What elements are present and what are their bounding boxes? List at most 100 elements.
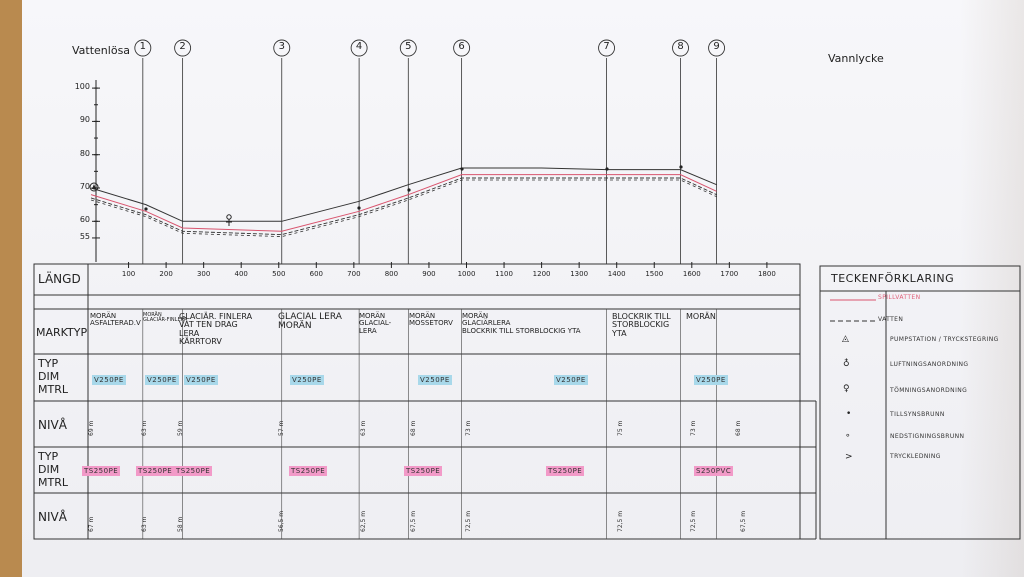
x-tick-label: 500 bbox=[272, 270, 286, 278]
ground-type-text: GLACIÄR-FINLERA bbox=[143, 317, 188, 324]
row-label-material: MTRL bbox=[38, 476, 68, 489]
water-pipe-label: V250PE bbox=[290, 375, 324, 385]
ground-type-text: ASFALTERAD.V bbox=[90, 319, 141, 328]
marker-number: 7 bbox=[603, 41, 610, 52]
x-axis-ticks bbox=[128, 262, 768, 268]
ground-type-cell: GLACIAL LERA MORÄN bbox=[278, 312, 342, 332]
marker-circle bbox=[453, 39, 471, 57]
legend-item-label: TÖMNINGSANORDNING bbox=[890, 387, 968, 394]
sewer-pipe-label: S250PVC bbox=[694, 466, 734, 476]
water-pipe-label: V250PE bbox=[145, 375, 179, 385]
x-tick-label: 600 bbox=[309, 270, 323, 278]
ground-type-text: MORÄN bbox=[278, 321, 312, 332]
inspection-well-dot bbox=[357, 206, 361, 210]
y-tick-label: 70 bbox=[79, 182, 90, 191]
ground-type-text: GLACIAL LERA bbox=[278, 312, 342, 322]
legend-item-label: NEDSTIGNINGSBRUNN bbox=[890, 433, 965, 440]
legend-box bbox=[819, 265, 1021, 540]
water-level-value: 57 m bbox=[278, 420, 285, 436]
right-place-label: Vannlycke bbox=[828, 52, 884, 65]
sewer-level-value: 72,5 m bbox=[690, 510, 697, 532]
row-label-type: TYP bbox=[38, 357, 59, 370]
sewer-level-value: 63 m bbox=[141, 516, 148, 532]
legend-item-label: TILLSYNSBRUNN bbox=[890, 411, 945, 418]
x-tick-label: 800 bbox=[384, 270, 399, 278]
ground-type-cell: MORÄN GLACIAL- LERA bbox=[359, 312, 391, 335]
ground-type-cell: MORÄN MOSSETORV bbox=[409, 312, 453, 328]
sewer-pipe-label: TS250PE bbox=[174, 466, 213, 476]
x-tick-label: 1100 bbox=[495, 270, 513, 278]
x-tick-label: 1600 bbox=[682, 270, 701, 278]
ground-type-cell: BLOCKRIK TILL STORBLOCKIG YTA bbox=[612, 312, 671, 338]
sewer-level-value: 56,5 m bbox=[278, 510, 285, 532]
x-tick-label: 1800 bbox=[757, 270, 776, 278]
legend-item-label: VATTEN bbox=[878, 316, 904, 323]
marker-circle bbox=[598, 39, 616, 57]
ground-surface-line bbox=[90, 167, 717, 222]
column-dividers bbox=[142, 309, 717, 539]
sewer-pipe-label: TS250PE bbox=[136, 466, 175, 476]
x-tick-label: 1500 bbox=[645, 270, 664, 278]
ground-type-text: MORÄN bbox=[143, 312, 162, 318]
x-tick-label: 200 bbox=[159, 270, 173, 278]
row-label-type: TYP bbox=[38, 450, 59, 463]
y-tick-label: 55 bbox=[79, 231, 90, 241]
water-level-value: 63 m bbox=[141, 420, 148, 436]
sewer-pipe-label: TS250PE bbox=[289, 466, 328, 476]
inspection-well-dot bbox=[460, 167, 464, 171]
ground-type-text: MORÄN bbox=[90, 312, 117, 320]
row-label-material: MTRL bbox=[38, 383, 68, 396]
sewer-pipe-line bbox=[90, 174, 717, 232]
drain-valve-icon bbox=[226, 214, 232, 220]
y-tick-label: 90 bbox=[79, 115, 90, 125]
water-level-value: 73 m bbox=[690, 420, 697, 436]
marker-number: 1 bbox=[139, 41, 146, 52]
ground-type-text: MORÄN bbox=[409, 312, 436, 320]
sewer-level-value: 58 m bbox=[177, 516, 184, 532]
inspection-well-icon: • bbox=[846, 409, 852, 419]
x-tick-label: 1000 bbox=[457, 270, 476, 278]
marker-number: 4 bbox=[355, 41, 363, 52]
x-tick-label: 900 bbox=[422, 270, 436, 278]
marker-circle bbox=[708, 39, 726, 57]
sewer-pipe-label: TS250PE bbox=[546, 466, 585, 476]
marker-circle bbox=[399, 39, 417, 57]
y-tick-label: 80 bbox=[79, 148, 90, 158]
water-level-value: 69 m bbox=[88, 420, 95, 436]
x-tick-label: 1300 bbox=[570, 270, 589, 278]
sewer-level-value: 67,5 m bbox=[410, 510, 417, 532]
water-level-value: 75 m bbox=[617, 420, 624, 436]
marker-circle bbox=[273, 39, 291, 57]
marker-number: 3 bbox=[278, 41, 285, 52]
water-level-value: 59 m bbox=[177, 420, 184, 436]
ground-type-cell: MORÄN GLACIÄR-FINLERA bbox=[143, 312, 188, 324]
water-level-value: 63 m bbox=[360, 420, 367, 436]
inspection-well-dot bbox=[605, 167, 609, 171]
ground-type-text: KÄRRTORV bbox=[179, 337, 222, 347]
marker-circle bbox=[350, 39, 368, 57]
paper-shadow bbox=[960, 0, 1024, 577]
legend-item-label: LUFTNINGSANORDNING bbox=[890, 361, 969, 368]
row-label-dim: DIM bbox=[38, 463, 60, 476]
pumpstation-icon: ◬ bbox=[842, 334, 849, 344]
sewer-level-value: 62,5 m bbox=[360, 510, 367, 532]
inspection-well-dot bbox=[144, 207, 148, 211]
pumpstation-symbol bbox=[89, 182, 99, 192]
sewer-pipe-label: TS250PE bbox=[82, 466, 121, 476]
marker-number: 8 bbox=[677, 41, 684, 52]
water-pipe-label: V250PE bbox=[694, 375, 728, 385]
x-tick-label: 300 bbox=[196, 270, 211, 278]
water-pipe-label: V250PE bbox=[92, 375, 126, 385]
ground-type-text: VAT TEN DRAG bbox=[179, 320, 238, 330]
legend-item-label: SPILLVATTEN bbox=[878, 294, 921, 301]
marker-circle bbox=[134, 39, 152, 57]
drain-icon: ♀ bbox=[843, 384, 850, 394]
ground-type-cell: MORÄN ASFALTERAD.V bbox=[90, 312, 141, 328]
aeration-icon: ♁ bbox=[843, 359, 850, 369]
sewer-level-value: 72,5 m bbox=[617, 510, 624, 532]
row-label-dim: DIM bbox=[38, 370, 60, 383]
marker-circle bbox=[174, 39, 192, 57]
ground-type-text: YTA bbox=[612, 328, 627, 338]
ground-type-cell: GLACIÄR. FINLERA VAT TEN DRAG LERA KÄRRTORV bbox=[179, 312, 252, 347]
